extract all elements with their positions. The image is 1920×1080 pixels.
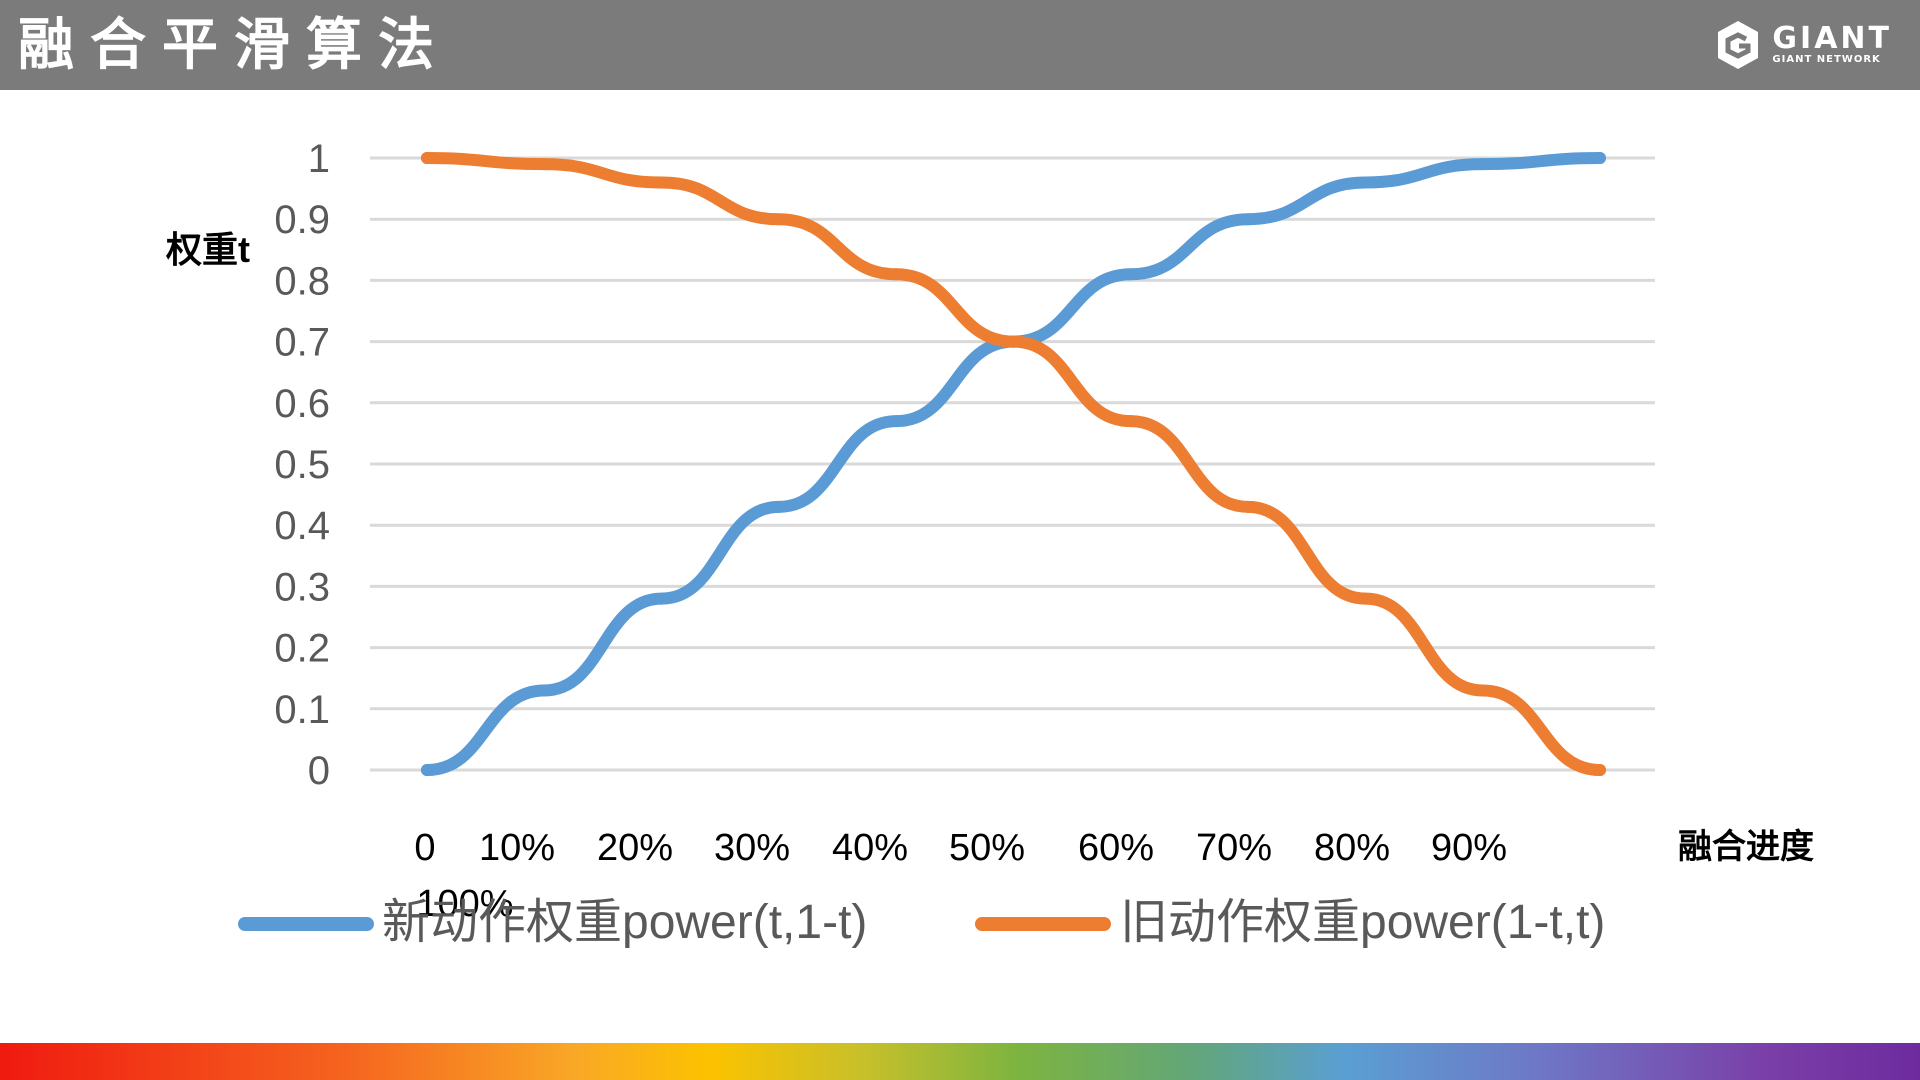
x-tick-label: 50%: [949, 827, 1025, 869]
series-lines: [421, 152, 1606, 776]
data-point: [1124, 268, 1137, 281]
data-point: [538, 158, 551, 171]
y-tick-label: 0.8: [274, 259, 330, 303]
data-point: [655, 592, 668, 605]
x-tick-label: 0: [414, 827, 435, 869]
y-axis-label: 权重t: [165, 229, 250, 270]
y-tick-label: 0.5: [274, 443, 330, 487]
logo-wordmark: GIANT: [1772, 21, 1892, 56]
data-point: [1359, 176, 1372, 189]
header-bar: 融合平滑算法 GIANT GIANT NETWORK: [0, 0, 1920, 90]
x-tick-label: 30%: [714, 827, 790, 869]
x-tick-label: 10%: [479, 827, 555, 869]
y-tick-label: 0.4: [274, 504, 330, 548]
y-tick-label: 0: [308, 749, 330, 793]
x-tick-label: 100%: [416, 883, 513, 925]
y-tick-label: 0.1: [274, 688, 330, 732]
y-tick-label: 0.3: [274, 565, 330, 609]
data-point: [538, 684, 551, 697]
data-point: [890, 415, 903, 428]
y-tick-label: 0.6: [274, 382, 330, 426]
data-point: [1476, 684, 1489, 697]
data-point: [421, 764, 433, 776]
logo-text: GIANT GIANT NETWORK: [1772, 24, 1892, 66]
data-point: [772, 213, 785, 226]
data-point: [1242, 213, 1255, 226]
x-tick-label: 90%: [1431, 827, 1507, 869]
legend-label: 旧动作权重power(1-t,t): [1120, 896, 1605, 949]
x-tick-labels: 0 10% 20% 30% 40% 50% 60% 70% 80% 90% 100%: [414, 827, 1507, 925]
x-tick-label: 80%: [1314, 827, 1390, 869]
data-point: [1594, 152, 1606, 164]
giant-logo-icon: [1718, 21, 1759, 69]
data-point: [1007, 335, 1020, 348]
data-point: [890, 268, 903, 281]
y-tick-labels: 0 0.1 0.2 0.3 0.4 0.5 0.6 0.7 0.8 0.9 1: [274, 137, 330, 793]
x-tick-label: 70%: [1196, 827, 1272, 869]
y-tick-label: 1: [308, 137, 330, 181]
giant-logo: GIANT GIANT NETWORK: [1710, 14, 1892, 76]
x-tick-label: 60%: [1078, 827, 1154, 869]
page-title: 融合平滑算法: [18, 12, 450, 78]
grid-lines: [370, 156, 1655, 772]
weight-line-chart: 0 0.1 0.2 0.3 0.4 0.5 0.6 0.7 0.8 0.9 1 0 10% 20% 30%…: [165, 137, 1814, 949]
data-point: [1242, 500, 1255, 513]
data-point: [772, 500, 785, 513]
data-point: [1124, 415, 1137, 428]
data-point: [421, 152, 433, 164]
rainbow-footer-bar: [0, 1043, 1920, 1080]
y-tick-label: 0.7: [274, 321, 330, 365]
data-point: [655, 176, 668, 189]
legend: 新动作权重power(t,1-t) 旧动作权重power(1-t,t): [238, 896, 1605, 949]
data-point: [1594, 764, 1606, 776]
logo-subtitle: GIANT NETWORK: [1772, 54, 1881, 65]
y-tick-label: 0.9: [274, 198, 330, 242]
x-tick-label: 40%: [832, 827, 908, 869]
x-axis-label: 融合进度: [1678, 828, 1814, 866]
x-tick-label: 20%: [597, 827, 673, 869]
data-point: [1359, 592, 1372, 605]
legend-label: 新动作权重power(t,1-t): [382, 896, 867, 949]
y-tick-label: 0.2: [274, 627, 330, 671]
data-point: [1476, 158, 1489, 171]
